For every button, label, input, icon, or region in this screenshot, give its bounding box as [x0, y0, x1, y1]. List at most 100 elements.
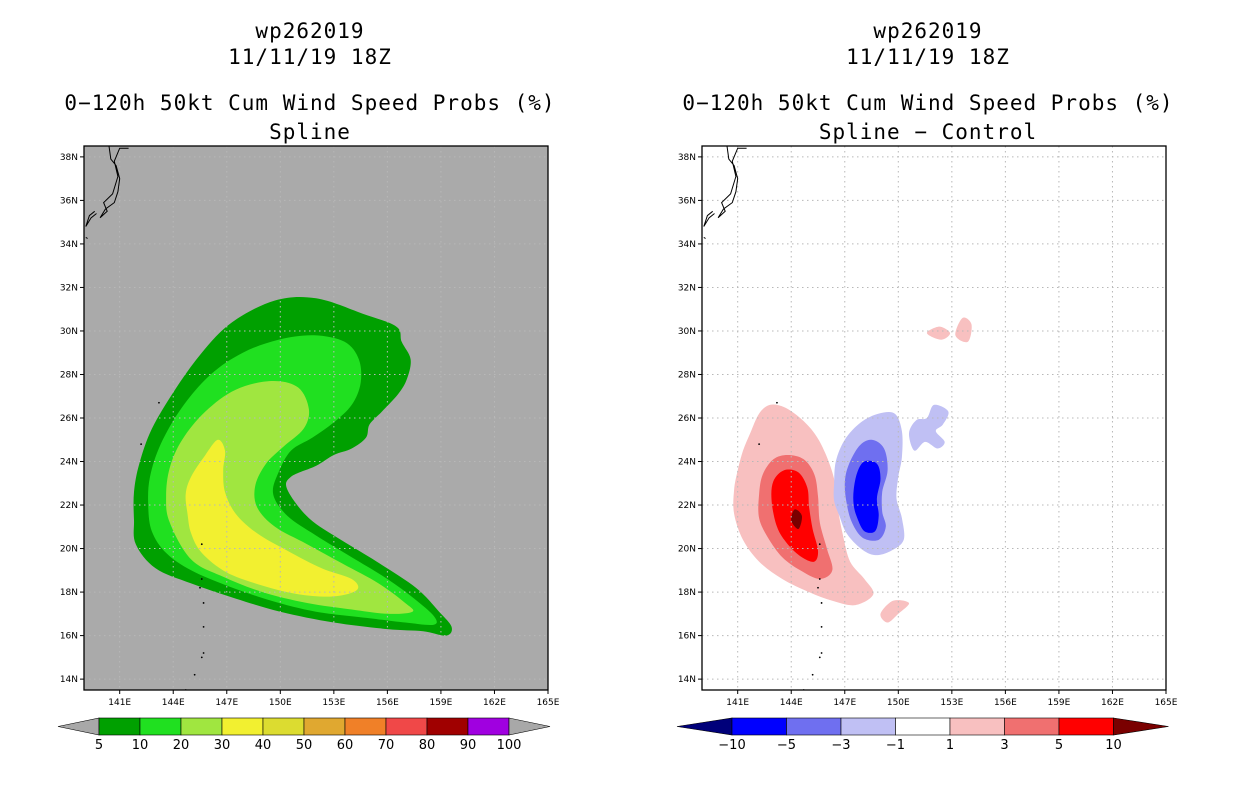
- left-colorbar-label: 10: [132, 738, 149, 753]
- left-island-9: [193, 673, 196, 676]
- left-colorbar-label: 40: [255, 738, 272, 753]
- left-coastline-1: [85, 210, 97, 227]
- left-y-tick-label: 30N: [60, 327, 78, 337]
- left-island-0: [158, 401, 160, 404]
- right-colorbar-label: −1: [886, 738, 905, 753]
- right-y-tick-label: 36N: [678, 196, 696, 206]
- right-colorbar-swatch: [895, 717, 951, 736]
- left-x-tick-label: 144E: [162, 698, 185, 708]
- right-plot-area: [702, 146, 1166, 690]
- left-y-tick-label: 34N: [60, 240, 78, 250]
- right-contour-3: [791, 509, 802, 530]
- right-colorbar-swatch: [786, 717, 842, 736]
- left-island-5: [202, 602, 205, 604]
- left-coastline-0: [99, 146, 129, 219]
- left-island-3: [200, 578, 203, 580]
- left-colorbar-label: 60: [337, 738, 354, 753]
- right-y-tick-label: 24N: [678, 458, 696, 468]
- left-y-tick-label: 36N: [60, 196, 78, 206]
- left-colorbar-over-arrow: [508, 717, 551, 736]
- left-colorbar-label: 70: [378, 738, 395, 753]
- right-colorbar-under-arrow: [676, 717, 733, 736]
- left-y-tick-label: 26N: [60, 414, 78, 424]
- left-x-tick-label: 165E: [537, 698, 560, 708]
- left-colorbar-label: 100: [497, 738, 522, 753]
- right-coastline-0: [717, 146, 747, 219]
- left-y-tick-label: 14N: [60, 675, 78, 685]
- left-x-tick-label: 162E: [483, 698, 506, 708]
- left-y-tick-label: 18N: [60, 588, 78, 598]
- left-chart-title: 0−120h 50kt Cum Wind Speed Probs (%): [64, 91, 556, 115]
- right-colorbar-label: 3: [1000, 738, 1008, 753]
- right-colorbar-swatch: [1004, 717, 1060, 736]
- right-coastline-1: [703, 210, 715, 227]
- right-x-tick-label: 165E: [1155, 698, 1178, 708]
- left-x-tick-label: 150E: [269, 698, 292, 708]
- right-y-tick-label: 20N: [678, 545, 696, 555]
- left-x-tick-label: 147E: [215, 698, 238, 708]
- left-y-tick-label: 24N: [60, 458, 78, 468]
- left-y-tick-label: 16N: [60, 632, 78, 642]
- right-x-tick-label: 150E: [887, 698, 910, 708]
- left-x-tick-label: 141E: [108, 698, 131, 708]
- right-coastline-2: [703, 236, 706, 239]
- right-colorbar-label: −3: [831, 738, 850, 753]
- right-island-6: [820, 625, 823, 628]
- right-x-tick-label: 147E: [833, 698, 856, 708]
- right-gridlines: [702, 146, 1166, 690]
- right-panel-header: wp262019 11/11/19 18Z: [678, 18, 1178, 70]
- left-contour-3: [185, 439, 359, 597]
- left-y-tick-label: 38N: [60, 153, 78, 163]
- left-island-8: [200, 656, 203, 659]
- right-colorbar-swatch: [949, 717, 1005, 736]
- left-colorbar-label: 80: [419, 738, 436, 753]
- right-colorbar-over-arrow: [1113, 717, 1169, 736]
- right-x-tick-label: 144E: [780, 698, 803, 708]
- left-colorbar-label: 50: [296, 738, 313, 753]
- left-x-tick-label: 156E: [376, 698, 399, 708]
- left-panel-subheader: 0−120h 50kt Cum Wind Speed Probs (%) Spl…: [60, 89, 560, 147]
- right-island-9: [811, 673, 814, 676]
- left-y-tick-label: 22N: [60, 501, 78, 511]
- left-plot-area: [84, 146, 548, 690]
- right-storm-id: wp262019: [873, 19, 983, 43]
- left-colorbar-label: 90: [460, 738, 477, 753]
- right-y-tick-label: 18N: [678, 588, 696, 598]
- right-contour-7: [908, 404, 949, 451]
- right-colorbar-label: 10: [1105, 738, 1122, 753]
- left-storm-id: wp262019: [255, 19, 365, 43]
- left-island-6: [202, 625, 205, 628]
- right-colorbar-label: −10: [718, 738, 745, 753]
- left-island-4: [199, 586, 201, 589]
- left-island-2: [200, 543, 203, 546]
- right-y-tick-label: 22N: [678, 501, 696, 511]
- right-island-3: [818, 578, 821, 580]
- left-coastline-2: [85, 236, 88, 239]
- left-x-tick-label: 159E: [429, 698, 452, 708]
- right-chart-title: 0−120h 50kt Cum Wind Speed Probs (%): [682, 91, 1174, 115]
- right-contour-8: [926, 326, 951, 340]
- left-y-tick-label: 28N: [60, 370, 78, 380]
- right-valid-time: 11/11/19 18Z: [846, 45, 1010, 69]
- right-y-tick-label: 38N: [678, 153, 696, 163]
- right-colorbar-swatch: [1058, 717, 1114, 736]
- right-colorbar-swatch: [731, 717, 787, 736]
- left-y-tick-label: 32N: [60, 283, 78, 293]
- right-contour-6: [853, 460, 881, 533]
- left-colorbar-label: 30: [214, 738, 231, 753]
- right-y-tick-label: 16N: [678, 632, 696, 642]
- right-island-4: [817, 586, 819, 589]
- right-x-tick-label: 156E: [994, 698, 1017, 708]
- right-colorbar-swatch: [840, 717, 896, 736]
- right-colorbar-label: 1: [946, 738, 954, 753]
- right-island-1: [758, 443, 761, 446]
- left-panel-header: wp262019 11/11/19 18Z: [60, 18, 560, 70]
- left-island-7: [202, 652, 205, 654]
- right-contour-10: [880, 600, 910, 623]
- right-island-8: [818, 656, 821, 659]
- right-chart-subtitle: Spline − Control: [818, 120, 1038, 144]
- right-y-tick-label: 26N: [678, 414, 696, 424]
- right-island-0: [776, 401, 778, 404]
